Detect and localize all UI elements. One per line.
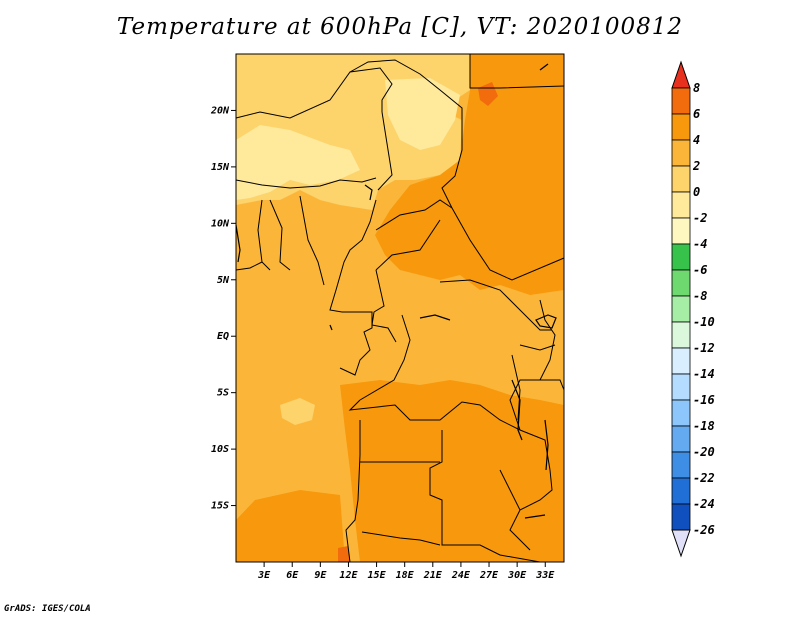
- colorbar-label: -18: [693, 419, 715, 433]
- colorbar-label: -20: [693, 445, 715, 459]
- lat-tick-label: 10S: [211, 444, 229, 455]
- lon-tick-label: 27E: [479, 570, 499, 581]
- colorbar-segment: [671, 217, 691, 245]
- colorbar-label: -22: [693, 471, 715, 485]
- colorbar-segment: [671, 191, 691, 219]
- coolest-region-sahel: [236, 125, 360, 200]
- colorbar-label: -26: [693, 523, 715, 537]
- lat-tick-label: 5N: [217, 275, 230, 286]
- footer-credit: GrADS: IGES/COLA: [4, 604, 91, 614]
- colorbar-label: -2: [693, 211, 707, 225]
- map-plot-area: 20N 15N 10N 5N EQ 5S 10S 15S 3E 6E 9E 12E 15E 18E 21E…: [210, 53, 565, 581]
- hot-spot-south: [338, 546, 350, 562]
- colorbar-label: -16: [693, 393, 715, 407]
- lat-tick-label: 20N: [210, 105, 230, 116]
- country-borders: [235, 54, 565, 563]
- warm-region-congo: [340, 380, 564, 562]
- colorbar-label: -4: [693, 237, 707, 251]
- colorbar-segment: [671, 321, 691, 349]
- lon-tick-label: 24E: [451, 570, 471, 581]
- colorbar-label: -6: [693, 263, 707, 277]
- colorbar-top-triangle: [671, 60, 691, 89]
- colorbar-segment: [671, 139, 691, 167]
- warm-region-south: [236, 490, 345, 562]
- colorbar-label: 2: [692, 159, 700, 173]
- latitude-axis: 20N 15N 10N 5N EQ 5S 10S 15S: [210, 105, 236, 512]
- colorbar-segment: [671, 399, 691, 427]
- colorbar-label: -10: [693, 315, 715, 329]
- colorbar-segment: [671, 113, 691, 141]
- map-title: Temperature at 600hPa [C], VT: 202010081…: [116, 14, 684, 40]
- colorbar-segment: [671, 477, 691, 505]
- lon-tick-label: 18E: [396, 570, 415, 581]
- lon-tick-label: 9E: [314, 570, 327, 581]
- cool-patch-angola: [280, 398, 315, 425]
- colorbar-bottom-triangle: [671, 529, 691, 558]
- lat-tick-label: 5S: [217, 388, 229, 399]
- colorbar-label: 4: [693, 133, 700, 147]
- colorbar-segment: [671, 425, 691, 453]
- lat-tick-label: 10N: [211, 218, 230, 229]
- lat-tick-label: 15N: [211, 162, 230, 173]
- colorbar-label: -12: [693, 341, 715, 355]
- colorbar-label: -8: [693, 289, 707, 303]
- colorbar-segment: [671, 347, 691, 375]
- lon-tick-label: 3E: [257, 570, 271, 581]
- lon-tick-label: 15E: [368, 570, 387, 581]
- colorbar-label: -14: [693, 367, 715, 381]
- lon-tick-label: 21E: [423, 570, 443, 581]
- colorbar-segment: [671, 165, 691, 193]
- colorbar-segment: [671, 451, 691, 479]
- colorbar-segment: [671, 373, 691, 401]
- colorbar-label: 6: [693, 107, 700, 121]
- colorbar-label: 0: [693, 185, 700, 199]
- lon-tick-label: 30E: [507, 570, 527, 581]
- lat-tick-label: 15S: [211, 501, 229, 512]
- colorbar-segment: [671, 295, 691, 323]
- lon-tick-label: 6E: [286, 570, 299, 581]
- map-frame: [235, 53, 565, 563]
- cool-patch-niger: [385, 78, 460, 150]
- colorbar-label: -24: [693, 497, 715, 511]
- colorbar-segment: [671, 269, 691, 297]
- colorbar-segment: [671, 243, 691, 271]
- lon-tick-label: 33E: [535, 570, 555, 581]
- warm-region-east: [375, 54, 564, 295]
- lat-tick-label: EQ: [217, 331, 229, 342]
- colorbar: 8 6 4 2 0 -2 -4 -6 -8 -10 -12 -14 -16 -18 -20 -22 -24 -26: [671, 60, 715, 558]
- lakes-and-coast: [235, 63, 557, 519]
- colorbar-segment: [671, 87, 691, 115]
- colorbar-segment: [671, 503, 691, 531]
- colorbar-label: 8: [693, 81, 700, 95]
- lon-tick-label: 12E: [339, 570, 358, 581]
- longitude-axis: 3E 6E 9E 12E 15E 18E 21E 24E 27E 30E 33E: [257, 562, 555, 581]
